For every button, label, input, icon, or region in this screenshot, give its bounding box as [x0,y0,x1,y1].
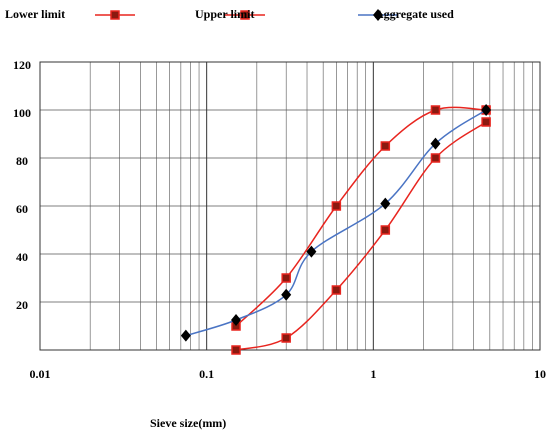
y-tick-label: 80 [16,154,28,168]
point [380,141,391,151]
legend-marker [240,10,250,20]
legend-label: Aggregate used [375,7,454,21]
y-tick-label: 40 [16,250,28,264]
x-axis-title: Sieve size(mm) [150,416,226,430]
point [231,314,242,326]
point [481,104,492,116]
y-tick-label: 20 [16,298,28,312]
series-line [235,121,487,351]
legend-label: Upper limit [195,7,254,21]
series-line [235,106,487,327]
point [481,117,491,127]
point [281,273,291,283]
x-tick-label: 1 [370,367,376,381]
legend-marker [373,9,383,21]
y-tick-label: 100 [13,106,31,120]
y-tick-label: 60 [16,202,28,216]
point [281,333,291,343]
x-tick-label: 0.1 [199,367,214,381]
point [180,329,191,342]
plot-frame [39,61,541,351]
point [380,197,391,210]
point [430,153,441,163]
point [306,245,317,258]
point [281,288,292,301]
point [430,137,441,150]
point [380,225,391,235]
point [331,285,342,295]
x-tick-label: 0.01 [30,367,51,381]
y-tick-label: 120 [13,58,31,72]
legend-marker [110,10,120,20]
point [430,105,441,115]
x-tick-label: 10 [534,367,546,381]
legend-label: Lower limit [5,7,65,21]
point [331,201,342,211]
point [231,345,241,355]
